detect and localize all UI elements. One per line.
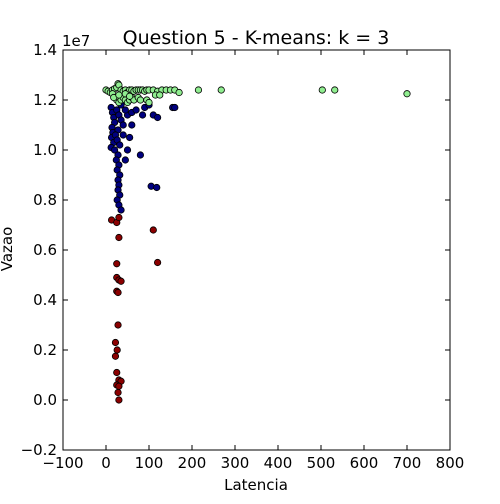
- data-point-cluster-2: [171, 103, 179, 112]
- data-point-cluster-2: [119, 121, 127, 129]
- data-point-cluster-1: [115, 396, 123, 404]
- plot-area-frame: [62, 49, 451, 451]
- y-tick-label: −0.2: [21, 441, 57, 459]
- data-point-cluster-2: [138, 111, 147, 119]
- data-point-cluster-2: [123, 146, 132, 154]
- data-point-cluster-3: [175, 88, 183, 97]
- y-tick-label: 0.8: [33, 191, 57, 209]
- x-tick-label: 400: [264, 454, 293, 472]
- data-point-cluster-1: [154, 258, 162, 267]
- data-point-cluster-3: [403, 90, 411, 98]
- data-point-cluster-2: [153, 183, 161, 192]
- data-points: [102, 80, 411, 404]
- x-axis-label: Latencia: [224, 476, 288, 494]
- data-point-cluster-1: [149, 226, 157, 234]
- data-point-cluster-1: [113, 260, 121, 268]
- data-point-cluster-3: [318, 86, 326, 94]
- data-point-cluster-2: [126, 133, 134, 142]
- x-tick-label: 700: [393, 454, 422, 472]
- data-point-cluster-3: [217, 86, 225, 94]
- data-point-cluster-3: [156, 91, 164, 99]
- data-point-cluster-2: [121, 156, 129, 164]
- data-point-cluster-2: [132, 106, 140, 114]
- data-point-cluster-2: [136, 151, 144, 159]
- x-tick-label: 100: [135, 454, 164, 472]
- data-point-cluster-2: [128, 121, 136, 129]
- y-tick-label: 0.6: [33, 241, 57, 259]
- y-tick-label: 1.4: [33, 41, 57, 59]
- data-point-cluster-2: [116, 141, 124, 149]
- x-tick-label: 500: [307, 454, 336, 472]
- data-point-cluster-1: [115, 233, 123, 242]
- y-tick-label: 1.0: [33, 141, 57, 159]
- y-tick-label: 0.4: [33, 291, 57, 309]
- data-point-cluster-1: [114, 321, 122, 329]
- x-tick-label: 600: [350, 454, 379, 472]
- data-point-cluster-2: [117, 206, 125, 214]
- data-point-cluster-1: [115, 213, 123, 222]
- x-tick-label: 200: [178, 454, 207, 472]
- x-axis-ticks: −100 0 100 200 300 400 500 600 700 800: [42, 50, 464, 472]
- data-point-cluster-1: [113, 346, 121, 354]
- data-point-cluster-1: [114, 288, 122, 297]
- data-point-cluster-3: [115, 91, 123, 99]
- data-point-cluster-2: [111, 146, 119, 154]
- data-point-cluster-2: [154, 113, 162, 122]
- data-point-cluster-2: [119, 131, 127, 139]
- x-tick-label: 300: [221, 454, 250, 472]
- data-point-cluster-2: [121, 106, 129, 114]
- y-axis-ticks: −0.2 0.0 0.2 0.4 0.6 0.8 1.0 1.2 1.4: [21, 41, 450, 459]
- data-point-cluster-1: [114, 388, 122, 397]
- x-tick-label: 0: [101, 454, 111, 472]
- data-point-cluster-3: [194, 86, 203, 94]
- data-point-cluster-3: [331, 86, 339, 94]
- y-offset-label: 1e7: [62, 32, 90, 50]
- data-point-cluster-3: [145, 98, 153, 107]
- data-point-cluster-1: [111, 352, 120, 360]
- x-tick-label: −100: [42, 454, 83, 472]
- data-point-cluster-1: [117, 277, 125, 285]
- data-point-cluster-1: [115, 382, 123, 390]
- y-tick-label: 0.0: [33, 391, 57, 409]
- chart-title: Question 5 - K-means: k = 3: [123, 27, 390, 49]
- data-point-cluster-1: [113, 368, 121, 377]
- data-point-cluster-3: [126, 92, 134, 100]
- data-point-cluster-3: [136, 96, 144, 104]
- y-tick-label: 1.2: [33, 91, 57, 109]
- y-tick-label: 0.2: [33, 341, 57, 359]
- x-tick-label: 800: [436, 454, 465, 472]
- y-axis-label: Vazao: [0, 227, 16, 272]
- data-point-cluster-1: [111, 338, 120, 347]
